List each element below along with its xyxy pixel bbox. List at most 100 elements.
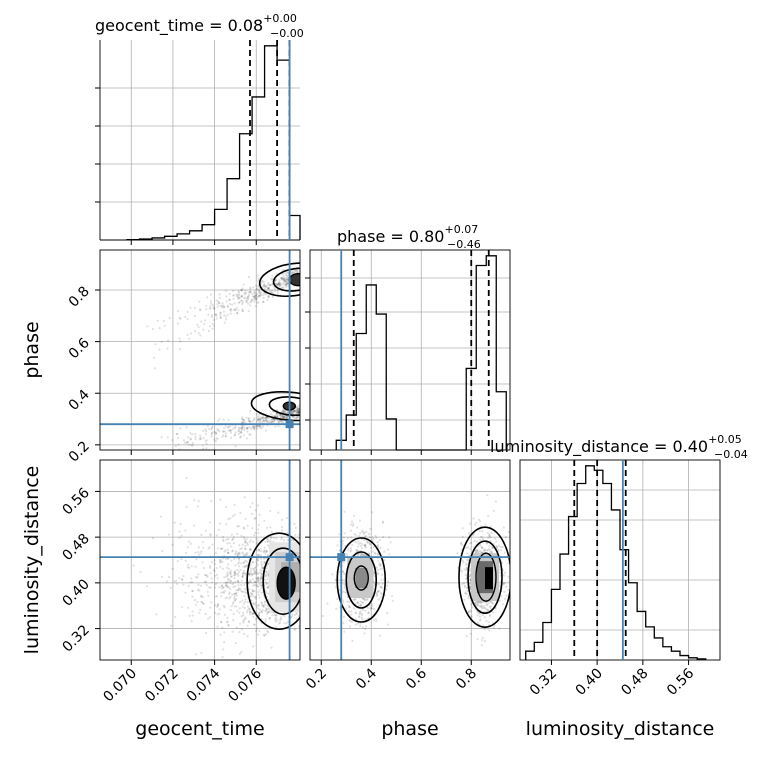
sample-point (205, 584, 208, 587)
sample-point (262, 550, 265, 554)
sample-point (237, 581, 240, 584)
y-tick-label: 0.8 (66, 284, 93, 311)
sample-point (255, 568, 258, 571)
sample-point (249, 301, 252, 304)
sample-point (293, 522, 296, 526)
sample-point (268, 496, 271, 499)
sample-point (256, 558, 259, 561)
sample-point (252, 567, 255, 570)
sample-point (266, 540, 269, 544)
sample-point (218, 301, 221, 304)
sample-point (258, 413, 261, 416)
sample-point (182, 575, 185, 578)
sample-point (236, 569, 239, 572)
sample-point (227, 425, 230, 429)
sample-point (187, 563, 190, 566)
sample-point (163, 324, 166, 327)
sample-point (301, 605, 303, 607)
sample-point (290, 272, 293, 275)
sample-point (353, 598, 356, 601)
sample-point (255, 425, 258, 428)
sample-point (503, 590, 506, 593)
sample-point (245, 541, 249, 545)
sample-point (294, 269, 297, 272)
sample-point (199, 309, 202, 312)
sample-point (196, 600, 199, 604)
sample-point (375, 536, 378, 539)
sample-point (238, 430, 241, 433)
sample-point (265, 633, 268, 636)
sample-point (242, 614, 245, 617)
sample-point (480, 604, 483, 607)
sample-point (481, 607, 484, 610)
sample-point (350, 610, 353, 613)
sample-point (476, 614, 479, 617)
sample-point (244, 289, 247, 292)
sample-point (259, 584, 262, 588)
sample-point (382, 535, 385, 539)
sample-point (238, 297, 241, 300)
sample-point (283, 416, 286, 419)
sample-point (260, 586, 263, 590)
sample-point (302, 597, 304, 599)
sample-point (343, 572, 346, 575)
sample-point (281, 278, 284, 281)
contour-outer (336, 537, 387, 623)
sample-point (280, 421, 283, 424)
sample-point (260, 584, 263, 587)
sample-point (321, 614, 325, 618)
sample-point (465, 635, 468, 638)
sample-point (359, 610, 362, 613)
sample-point (226, 542, 229, 545)
sample-point (259, 418, 262, 421)
sample-point (222, 304, 225, 307)
sample-point (363, 538, 366, 542)
sample-point (336, 544, 339, 547)
sample-point (207, 617, 210, 620)
sample-point (295, 415, 298, 419)
sample-point (356, 601, 359, 605)
sample-point (233, 593, 236, 596)
sample-point (236, 552, 239, 556)
sample-point (202, 546, 205, 549)
sample-point (234, 564, 237, 567)
sample-point (220, 620, 223, 624)
sample-point (456, 552, 459, 555)
sample-point (280, 414, 283, 417)
sample-point (494, 537, 497, 540)
sample-point (240, 615, 243, 618)
sample-point (478, 601, 481, 604)
contour-inner (276, 566, 296, 600)
sample-point (475, 549, 478, 552)
sample-point (279, 621, 282, 624)
sample-point (220, 547, 223, 551)
sample-point (175, 579, 178, 582)
sample-point (219, 316, 222, 319)
sample-point (361, 601, 364, 604)
sample-point (252, 602, 255, 605)
sample-point (281, 415, 284, 418)
sample-point (463, 582, 466, 585)
sample-point (257, 553, 260, 556)
sample-point (250, 427, 253, 430)
sample-point (197, 551, 200, 554)
sample-point (211, 322, 214, 325)
sample-point (232, 586, 235, 589)
sample-point (176, 432, 179, 436)
sample-point (263, 287, 266, 291)
sample-point (246, 302, 250, 305)
sample-point (280, 416, 283, 419)
sample-point (245, 292, 248, 295)
sample-point (257, 603, 260, 606)
sample-point (253, 517, 256, 520)
panel-frame (99, 459, 301, 661)
sample-point (249, 410, 252, 413)
sample-point (376, 544, 379, 547)
sample-point (254, 509, 257, 512)
sample-point (476, 601, 479, 604)
sample-point (278, 282, 281, 286)
sample-point (285, 281, 288, 284)
sample-point (238, 631, 241, 634)
sample-point (217, 429, 220, 432)
sample-point (363, 554, 366, 557)
